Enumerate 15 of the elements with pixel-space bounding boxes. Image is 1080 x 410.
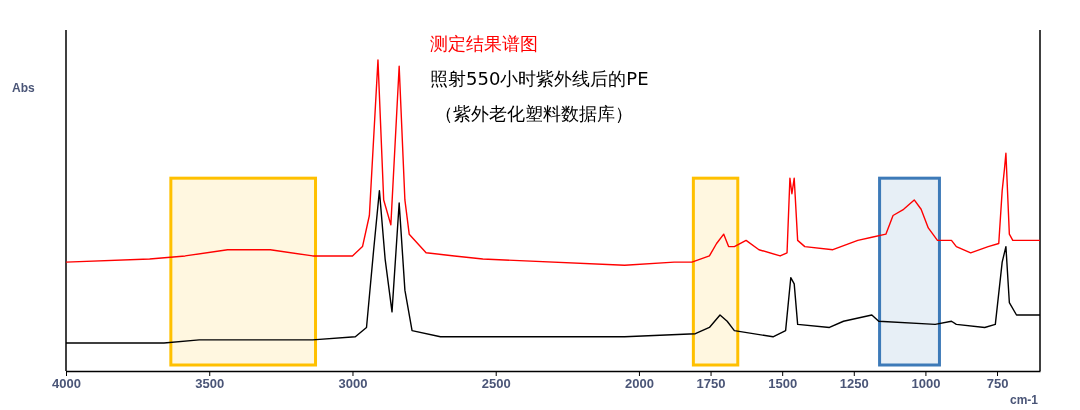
x-tick-label: 1500 xyxy=(768,376,798,392)
x-tick-label: 1250 xyxy=(839,376,869,392)
x-tick-label: 4000 xyxy=(52,376,81,392)
y-axis-title: Abs xyxy=(12,81,35,95)
x-tick-label: 3500 xyxy=(195,376,225,392)
x-axis-title: cm-1 xyxy=(1009,393,1039,407)
x-tick-label: 2000 xyxy=(624,376,654,392)
x-tick-label: 1750 xyxy=(696,376,726,392)
x-tick-label: 1000 xyxy=(911,376,941,392)
annotation: 照射550小时紫外线后的PE xyxy=(430,68,649,89)
x-tick-label: 3000 xyxy=(338,376,368,392)
x-tick-label: 750 xyxy=(986,376,1009,392)
annotation: （紫外老化塑料数据库） xyxy=(435,103,633,124)
x-tick-label: 2500 xyxy=(481,376,511,392)
text: 测定结果谱图 xyxy=(430,33,538,54)
